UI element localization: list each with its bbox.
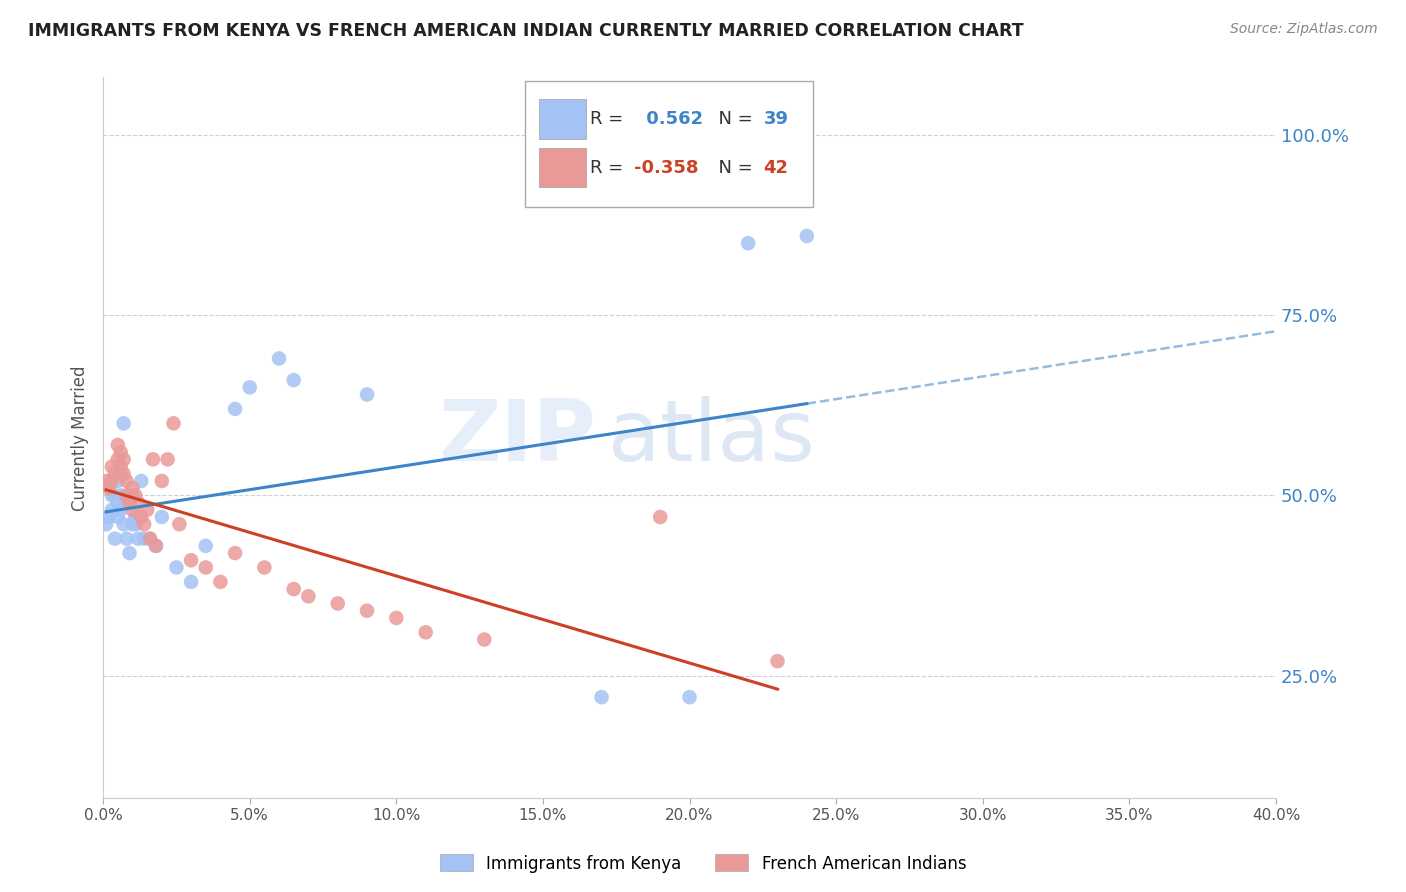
Point <box>107 474 129 488</box>
Point <box>209 574 232 589</box>
Point <box>134 517 156 532</box>
Point <box>110 467 132 481</box>
Point <box>297 589 319 603</box>
Point <box>101 459 124 474</box>
Point <box>239 380 262 394</box>
Point <box>110 503 132 517</box>
Text: R =: R = <box>591 159 628 177</box>
Text: Source: ZipAtlas.com: Source: ZipAtlas.com <box>1230 22 1378 37</box>
Point <box>112 417 135 431</box>
Point <box>142 452 165 467</box>
Point <box>139 532 162 546</box>
Point <box>162 417 184 431</box>
Point <box>115 474 138 488</box>
Point <box>107 438 129 452</box>
Point <box>110 445 132 459</box>
Point <box>115 488 138 502</box>
Point <box>127 495 149 509</box>
Point <box>356 604 378 618</box>
Point <box>356 387 378 401</box>
Point <box>326 597 349 611</box>
Point <box>150 510 173 524</box>
FancyBboxPatch shape <box>526 81 813 207</box>
Point <box>110 488 132 502</box>
Point <box>124 517 146 532</box>
Point <box>101 488 124 502</box>
Point <box>112 467 135 481</box>
Point <box>650 510 672 524</box>
Legend: Immigrants from Kenya, French American Indians: Immigrants from Kenya, French American I… <box>433 847 973 880</box>
Point <box>169 517 191 532</box>
Point <box>591 690 613 705</box>
Point <box>180 574 202 589</box>
Point <box>165 560 187 574</box>
Point <box>224 401 246 416</box>
Point <box>267 351 290 366</box>
Point <box>796 229 818 244</box>
Point <box>107 495 129 509</box>
Point <box>194 539 217 553</box>
Point <box>94 474 117 488</box>
Point <box>385 611 408 625</box>
Point <box>129 510 152 524</box>
Point <box>121 517 143 532</box>
Point <box>253 560 276 574</box>
Point <box>678 690 700 705</box>
Point <box>115 495 138 509</box>
Point <box>110 459 132 474</box>
Point <box>101 474 124 488</box>
FancyBboxPatch shape <box>540 148 586 187</box>
Point <box>194 560 217 574</box>
Point <box>283 373 305 387</box>
Point <box>124 510 146 524</box>
Point <box>118 546 141 560</box>
Point <box>766 654 789 668</box>
Text: 0.562: 0.562 <box>640 111 703 128</box>
Text: atlas: atlas <box>607 396 815 479</box>
Text: 42: 42 <box>763 159 789 177</box>
Point <box>121 488 143 502</box>
Point <box>737 236 759 251</box>
Text: R =: R = <box>591 111 628 128</box>
Point <box>115 532 138 546</box>
FancyBboxPatch shape <box>540 99 586 139</box>
Point <box>283 582 305 596</box>
Text: ZIP: ZIP <box>437 396 596 479</box>
Point <box>101 503 124 517</box>
Point <box>94 517 117 532</box>
Point <box>124 488 146 502</box>
Point <box>129 474 152 488</box>
Point <box>156 452 179 467</box>
Text: 39: 39 <box>763 111 789 128</box>
Point <box>104 532 127 546</box>
Text: N =: N = <box>707 111 759 128</box>
Text: N =: N = <box>707 159 759 177</box>
Point <box>107 452 129 467</box>
Point <box>180 553 202 567</box>
Point <box>98 481 121 495</box>
Point <box>104 467 127 481</box>
Point <box>112 452 135 467</box>
Point <box>139 532 162 546</box>
Point <box>127 532 149 546</box>
Point <box>415 625 437 640</box>
Text: -0.358: -0.358 <box>634 159 699 177</box>
Point <box>118 495 141 509</box>
Point <box>150 474 173 488</box>
Point <box>104 488 127 502</box>
Point <box>145 539 167 553</box>
Point <box>107 510 129 524</box>
Y-axis label: Currently Married: Currently Married <box>72 365 89 510</box>
Text: IMMIGRANTS FROM KENYA VS FRENCH AMERICAN INDIAN CURRENTLY MARRIED CORRELATION CH: IMMIGRANTS FROM KENYA VS FRENCH AMERICAN… <box>28 22 1024 40</box>
Point <box>121 481 143 495</box>
Point <box>98 510 121 524</box>
Point <box>134 532 156 546</box>
Point <box>224 546 246 560</box>
Point <box>136 503 159 517</box>
Point <box>472 632 495 647</box>
Point <box>112 517 135 532</box>
Point <box>145 539 167 553</box>
Point <box>121 503 143 517</box>
